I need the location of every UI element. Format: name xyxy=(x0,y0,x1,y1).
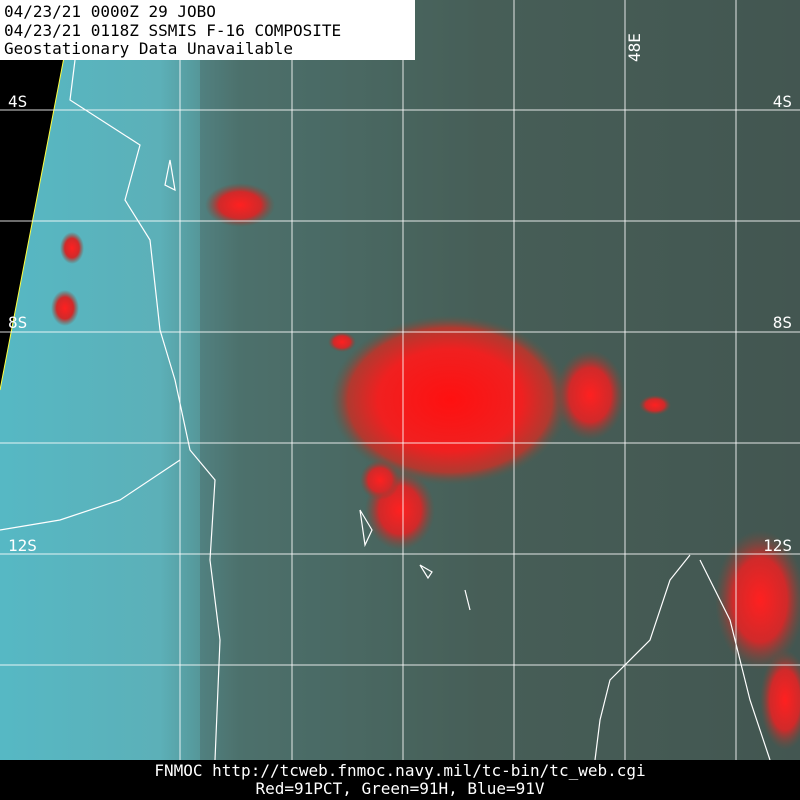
rain-cell xyxy=(205,183,275,227)
footer-line: FNMOC http://tcweb.fnmoc.navy.mil/tc-bin… xyxy=(154,761,645,780)
lat-label: 12S xyxy=(8,536,37,555)
header-line: 04/23/21 0000Z 29 JOBO xyxy=(4,2,216,21)
lat-label: 8S xyxy=(8,313,27,332)
rain-cell xyxy=(60,232,84,264)
lon-label: 48E xyxy=(625,33,644,62)
lat-label: 8S xyxy=(773,313,792,332)
lat-lon-grid xyxy=(0,0,800,760)
rain-cell xyxy=(639,395,671,415)
rain-band xyxy=(555,350,625,440)
coastline xyxy=(594,554,771,761)
lat-label: 4S xyxy=(773,92,792,111)
footer-line: Red=91PCT, Green=91H, Blue=91V xyxy=(256,779,545,798)
header-line: 04/23/21 0118Z SSMIS F-16 COMPOSITE xyxy=(4,21,341,40)
border xyxy=(0,459,181,531)
storm-core xyxy=(330,315,570,485)
header-box xyxy=(0,0,415,60)
rain-band xyxy=(360,460,400,500)
rain-band xyxy=(760,650,800,750)
lat-label: 4S xyxy=(8,92,27,111)
coastline xyxy=(69,59,221,761)
island xyxy=(164,159,471,611)
footer-bar xyxy=(0,760,800,800)
coastlines xyxy=(0,59,771,761)
lat-label: 12S xyxy=(763,536,792,555)
header-line: Geostationary Data Unavailable xyxy=(4,39,293,58)
rain-cell xyxy=(51,290,79,326)
swath-edge xyxy=(0,0,76,391)
rain-cell xyxy=(328,332,356,352)
